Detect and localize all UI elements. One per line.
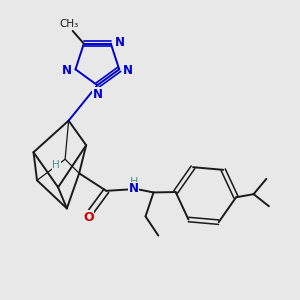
Text: H: H [52,160,60,170]
Text: N: N [61,64,72,77]
Text: N: N [123,64,133,77]
Text: O: O [83,211,94,224]
Text: N: N [93,88,103,100]
Text: N: N [115,35,125,49]
Text: N: N [128,182,138,195]
Text: H: H [130,177,139,187]
Text: CH₃: CH₃ [60,19,79,29]
